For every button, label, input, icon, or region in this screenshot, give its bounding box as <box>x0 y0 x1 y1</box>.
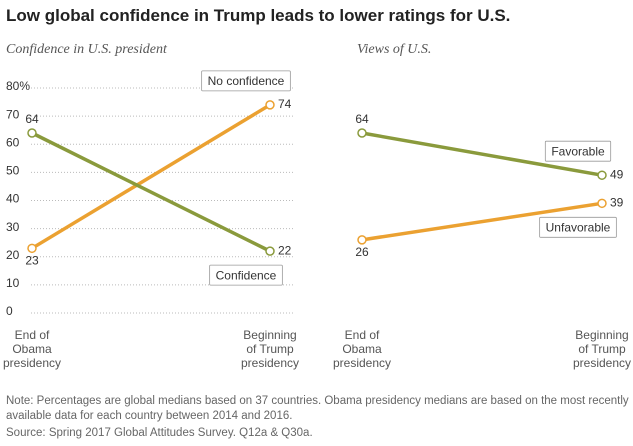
value-label: 74 <box>278 97 292 111</box>
point <box>27 128 37 138</box>
point <box>265 100 275 110</box>
note: Note: Percentages are global medians bas… <box>6 395 629 422</box>
y-tick-label: 60 <box>6 135 20 149</box>
x-tick-label: End of Obama presidency <box>332 328 392 370</box>
y-tick-label: 80% <box>6 79 30 93</box>
x-tick-label: Beginning of Trump presidency <box>240 328 300 370</box>
legend-box <box>539 216 617 238</box>
series-line <box>361 131 603 177</box>
subtitle: Views of U.S. <box>357 42 432 57</box>
x-tick-label: Beginning of Trump presidency <box>572 328 632 370</box>
point <box>597 170 607 180</box>
legend-label: Confidence <box>216 268 277 282</box>
value-label: 26 <box>355 245 369 259</box>
point <box>357 235 367 245</box>
y-tick-label: 50 <box>6 164 20 178</box>
value-label: 64 <box>25 112 39 126</box>
y-tick-label: 20 <box>6 248 20 262</box>
y-tick-label: 0 <box>6 304 13 318</box>
legend-box <box>201 70 291 92</box>
value-label: 39 <box>610 195 624 209</box>
legend-box <box>209 264 283 286</box>
legend-box <box>544 140 612 162</box>
series-line <box>31 131 271 253</box>
point <box>27 243 37 254</box>
y-tick-label: 70 <box>6 107 20 121</box>
point <box>597 198 607 209</box>
point <box>265 246 275 256</box>
legend-label: Unfavorable <box>546 220 611 234</box>
value-label: 64 <box>355 112 369 126</box>
legend-label: Favorable <box>551 144 605 158</box>
point <box>357 128 367 138</box>
value-label: 23 <box>25 253 39 267</box>
value-label: 49 <box>610 167 624 181</box>
subtitle: Confidence in U.S. president <box>6 42 167 57</box>
series-line <box>31 103 271 250</box>
chart-title: Low global confidence in Trump leads to … <box>6 6 511 25</box>
y-tick-label: 40 <box>6 192 20 206</box>
legend-label: No confidence <box>208 74 285 88</box>
y-tick-label: 10 <box>6 276 20 290</box>
series-line <box>361 201 603 242</box>
source: Source: Spring 2017 Global Attitudes Sur… <box>6 427 313 439</box>
value-label: 22 <box>278 243 292 257</box>
x-tick-label: End of Obama presidency <box>2 328 62 370</box>
y-tick-label: 30 <box>6 220 20 234</box>
